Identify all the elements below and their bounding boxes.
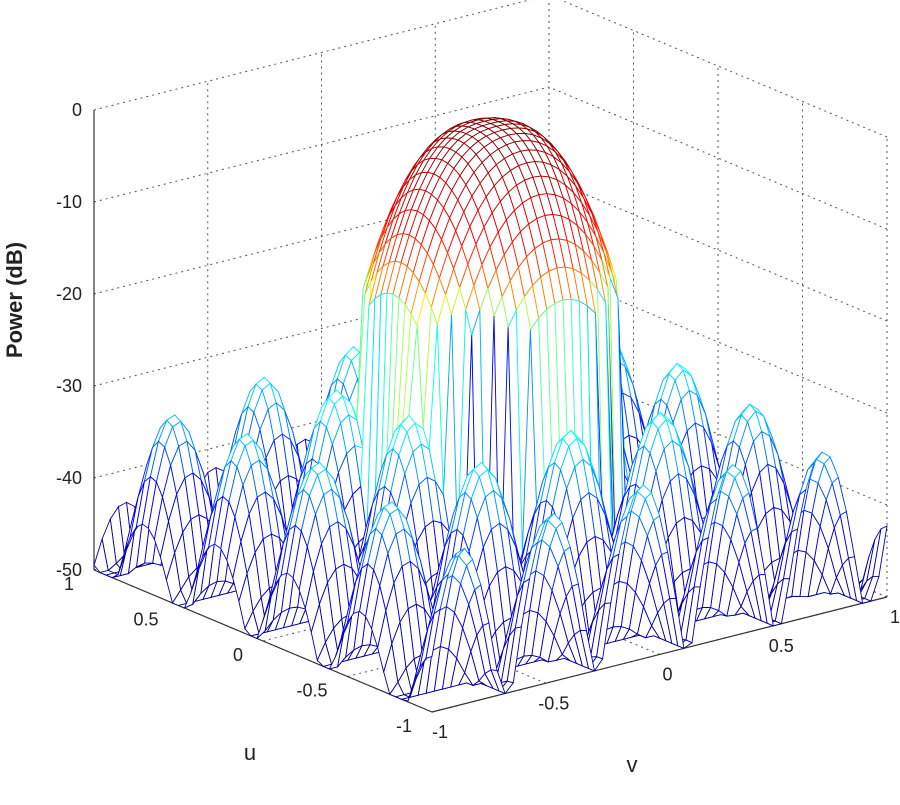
grid-line	[548, 178, 888, 322]
v-tick-label: 1	[890, 607, 900, 627]
mesh-cell	[425, 608, 441, 659]
u-tick-label: 0.5	[133, 610, 158, 630]
y-axis-label: v	[627, 752, 638, 777]
z-tick-label: -50	[56, 560, 82, 580]
v-tick-label: -0.5	[538, 693, 569, 713]
z-tick-label: -40	[56, 468, 82, 488]
u-tick-label: 1	[64, 574, 74, 594]
u-axis-line	[93, 569, 433, 713]
grid-line	[93, 86, 550, 203]
z-tick-label: -10	[56, 192, 82, 212]
z-tick-label: -30	[56, 376, 82, 396]
v-tick-label: -1	[432, 722, 448, 742]
u-tick-label: -0.5	[296, 681, 327, 701]
surface-mesh	[93, 117, 888, 702]
u-tick-label: -1	[396, 716, 412, 736]
z-tick-label: -20	[56, 284, 82, 304]
tick-labels: 0 -10 -20 -30 -40 -50 -1 -0.5 0 0.5 1 -1 -0.5 0 0.5 1	[56, 100, 900, 742]
u-tick-label: 0	[233, 645, 243, 665]
z-axis-label: Power (dB)	[2, 242, 27, 358]
z-tick-label: 0	[72, 100, 82, 120]
v-tick-label: 0.5	[769, 636, 794, 656]
v-tick-label: 0	[662, 665, 672, 685]
grid-line	[93, 0, 532, 111]
grid-line	[548, 86, 888, 230]
grid-line	[559, 0, 888, 138]
v-axis-line	[431, 596, 888, 713]
x-axis-label: u	[244, 740, 256, 765]
grid-line	[548, 270, 888, 414]
